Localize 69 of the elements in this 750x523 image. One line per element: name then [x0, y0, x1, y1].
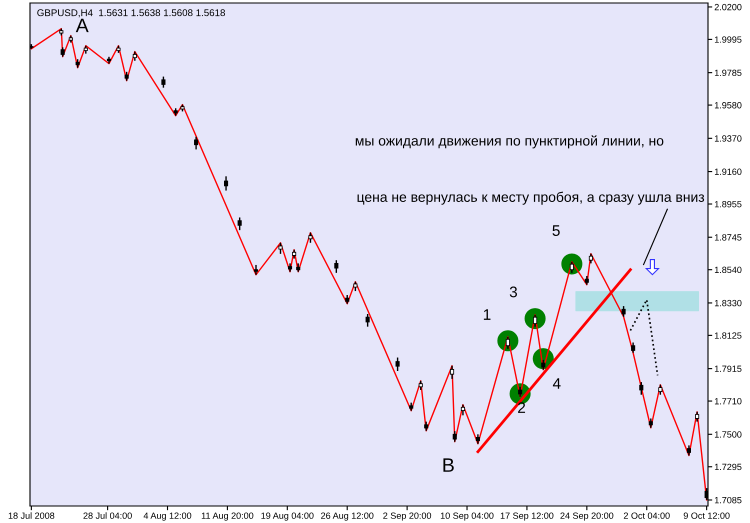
y-tick-label: 1.8540 — [714, 266, 742, 274]
y-tick-label: 1.7500 — [714, 431, 742, 438]
x-tick-label: 17 Sep 12:00 — [500, 512, 554, 521]
y-tick-label: 1.9370 — [714, 135, 742, 142]
candlestick — [533, 314, 538, 328]
y-tick-label: 1.9785 — [714, 70, 742, 76]
y-tick-label: 1.9580 — [714, 102, 742, 108]
y-tick-label: 1.7295 — [714, 464, 742, 470]
candlestick — [631, 342, 636, 354]
candlestick — [60, 46, 65, 58]
candlestick — [622, 305, 626, 318]
y-tick-label: 1.7085 — [714, 496, 742, 504]
candlestick — [194, 136, 198, 150]
x-tick-label: 2 Sep 20:00 — [383, 512, 432, 521]
x-tick-label: 2 Oct 04:00 — [624, 512, 670, 519]
annotation: 5 — [552, 225, 560, 236]
candlestick — [224, 176, 228, 192]
annotation: цена не вернулась к месту пробоя, а сразу ушла вниз — [358, 192, 704, 205]
candlestick — [278, 242, 283, 255]
annotation: 2 — [518, 402, 526, 413]
candlestick — [308, 232, 313, 244]
x-tick-label: 9 Oct 12:00 — [684, 512, 730, 519]
x-tick-label: 26 Aug 12:00 — [321, 512, 374, 521]
annotation: 3 — [510, 286, 517, 298]
annotation: B — [443, 458, 454, 472]
annotation: 1 — [484, 309, 490, 320]
candlestick — [570, 261, 574, 274]
candlestick — [452, 430, 457, 442]
annotation: мы ожидали движения по пунктирной линии, но — [356, 135, 664, 148]
y-tick-label: 1.9995 — [714, 36, 742, 43]
candlestick — [366, 313, 370, 328]
candlestick — [695, 411, 700, 422]
candlestick — [132, 50, 137, 62]
x-tick-label: 24 Sep 20:00 — [560, 512, 614, 521]
x-tick-label: 11 Aug 20:00 — [202, 512, 254, 521]
candlestick — [588, 253, 593, 264]
candlestick — [450, 365, 454, 380]
y-tick-label: 1.8125 — [714, 332, 742, 339]
candlestick — [424, 420, 428, 432]
x-tick-label: 18 Jul 2008 — [8, 512, 54, 519]
candlestick — [396, 356, 400, 372]
candlestick — [353, 281, 358, 292]
y-tick-label: 1.9160 — [714, 168, 742, 175]
candlestick — [639, 381, 644, 396]
candlestick — [686, 444, 691, 456]
candlestick — [518, 386, 522, 398]
candlestick — [648, 418, 653, 429]
y-tick-label: 1.8745 — [714, 234, 742, 241]
x-tick-label: 4 Aug 12:00 — [144, 512, 192, 521]
y-tick-label: 1.7710 — [714, 398, 742, 404]
y-tick-label: 1.8330 — [714, 300, 742, 306]
candlestick — [460, 404, 465, 416]
candlestick — [506, 336, 510, 350]
candlestick — [476, 434, 480, 444]
candlestick — [418, 380, 423, 391]
x-tick-label: 19 Aug 04:00 — [261, 512, 314, 521]
y-tick-label: 1.7915 — [714, 366, 742, 372]
text: GBPUSD,H4 1.5631 1.5638 1.5608 1.5618 — [37, 9, 225, 18]
x-tick-label: 10 Sep 04:00 — [440, 512, 494, 521]
candlestick — [161, 76, 166, 88]
candlestick — [334, 260, 338, 274]
y-tick-label: 1.8955 — [714, 200, 742, 208]
x-tick-label: 28 Jul 04:00 — [83, 512, 132, 519]
annotation: 4 — [552, 378, 561, 389]
candlestick — [658, 384, 662, 396]
y-tick-label: 2.0200 — [714, 4, 742, 10]
candlestick — [238, 216, 242, 231]
candlestick — [541, 359, 546, 370]
annotation: A — [76, 18, 89, 32]
